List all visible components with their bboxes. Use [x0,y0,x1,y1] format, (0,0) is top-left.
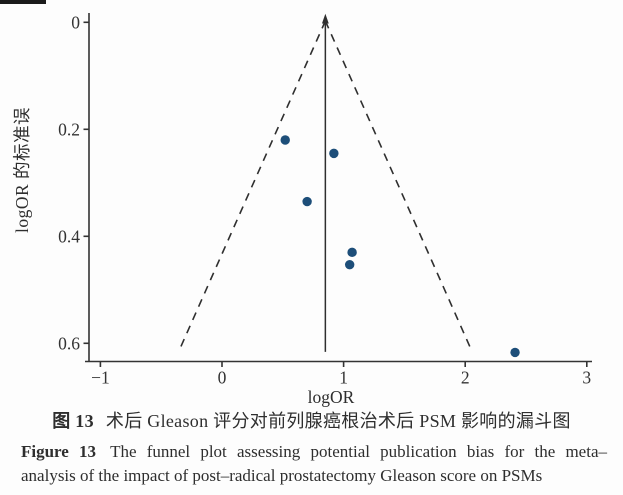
data-point [280,135,290,145]
data-point [347,247,357,258]
x-tick-label: −1 [91,368,110,388]
x-tick-label: 1 [339,368,348,388]
x-tick-label: 2 [461,368,470,388]
y-tick-label: 0 [71,12,80,32]
y-axis-title: logOR 的标准误 [12,106,32,234]
funnel-right-ci-line [324,20,473,353]
caption-chinese: 图 13 术后 Gleason 评分对前列腺癌根治术后 PSM 影响的漏斗图 [0,410,623,433]
x-axis-title: logOR [307,387,355,407]
x-tick-label: 3 [582,368,591,388]
data-point [329,148,339,159]
data-point [302,196,312,207]
caption-english-number: Figure 13 [21,442,97,461]
funnel-plot: −1 0 1 2 3 0 0.2 0.4 0.6 logOR 的标准误 logOR [12,12,592,407]
funnel-left-ci-line [177,20,327,353]
data-point [510,347,520,358]
y-tick-label: 0.2 [58,119,80,139]
caption-chinese-text: 术后 Gleason 评分对前列腺癌根治术后 PSM 影响的漏斗图 [105,411,571,431]
page-edge-mark [0,0,46,4]
caption-english-text: The funnel plot assessing potential publ… [110,442,607,461]
funnel-plot-canvas: −1 0 1 2 3 0 0.2 0.4 0.6 [58,12,592,388]
caption-chinese-number: 图 13 [52,411,94,431]
data-point [344,259,355,270]
caption-english-line2: analysis of the impact of post–radical p… [21,466,543,485]
y-tick-label: 0.6 [58,333,80,353]
x-tick-label: 0 [218,368,227,388]
caption-english-line1: Figure 13 The funnel plot assessing poten… [21,440,607,463]
y-tick-label: 0.4 [58,226,80,246]
funnel-arrow-tip [321,13,329,24]
